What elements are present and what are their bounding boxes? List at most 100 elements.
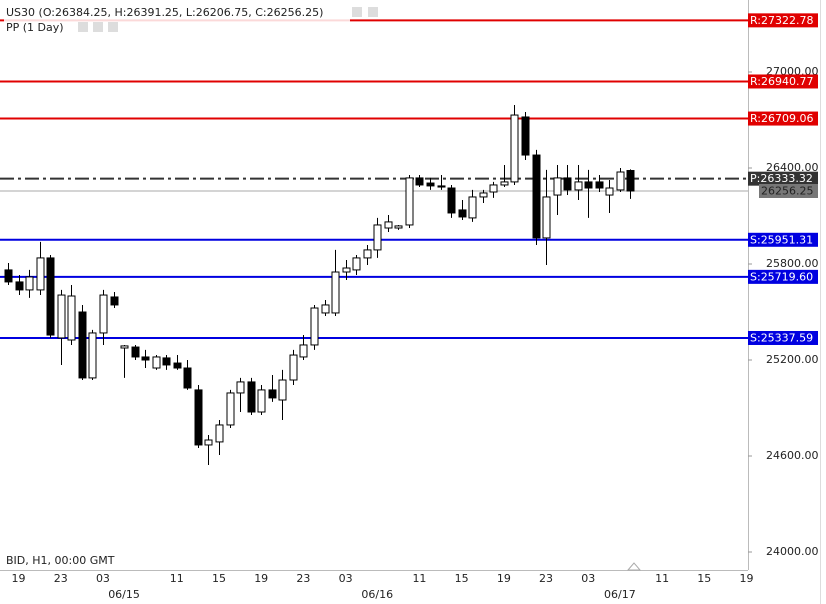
subtitle: PP (1 Day) bbox=[6, 21, 64, 34]
pivot-label: R:27322.78 bbox=[748, 13, 818, 28]
candle-body bbox=[278, 379, 287, 401]
pivot-label-bg bbox=[748, 269, 818, 284]
settings-icon[interactable] bbox=[78, 22, 88, 32]
settings-icon[interactable] bbox=[352, 7, 362, 17]
candle-body bbox=[553, 177, 562, 196]
candle-body bbox=[363, 249, 372, 259]
x-tick-label: 23 bbox=[54, 572, 68, 585]
candle-body bbox=[57, 294, 66, 339]
candle-body bbox=[605, 187, 614, 196]
candle-body bbox=[426, 182, 435, 187]
pivot-label: S:25951.31 bbox=[748, 232, 818, 247]
pivot-label-text: R:27322.78 bbox=[750, 14, 814, 27]
pivot-label-bg bbox=[748, 171, 818, 186]
candle-body bbox=[36, 257, 45, 291]
x-tick-label: 19 bbox=[740, 572, 754, 585]
last-price-label: 26256.25 bbox=[761, 185, 814, 198]
candle-body bbox=[447, 187, 456, 214]
candle-body bbox=[204, 439, 213, 446]
candle-body bbox=[616, 171, 625, 191]
pivot-label: P:26333.32 bbox=[748, 171, 818, 186]
x-tick-label: 03 bbox=[581, 572, 595, 585]
close-icon[interactable] bbox=[108, 22, 118, 32]
x-tick-label: 11 bbox=[412, 572, 426, 585]
candle-body bbox=[141, 356, 150, 361]
candle-body bbox=[25, 276, 34, 291]
candle-body bbox=[46, 257, 55, 336]
candle-body bbox=[468, 196, 477, 219]
candle-body bbox=[215, 424, 224, 443]
last-price-bg bbox=[759, 184, 818, 198]
candle-body bbox=[437, 185, 446, 188]
candle-body bbox=[226, 392, 235, 426]
candle-body bbox=[321, 304, 330, 314]
candle-body bbox=[152, 356, 161, 369]
candle-body bbox=[78, 311, 87, 379]
candle-body bbox=[458, 209, 467, 218]
candle-body bbox=[289, 354, 298, 381]
pivot-label-bg bbox=[748, 330, 818, 345]
pivot-label-text: R:26940.77 bbox=[750, 75, 814, 88]
date-label: 06/17 bbox=[604, 588, 636, 601]
candle-body bbox=[257, 389, 266, 413]
y-tick-label: 24000.00 bbox=[766, 545, 819, 558]
candle-body bbox=[162, 357, 171, 366]
candle-body bbox=[532, 154, 541, 239]
candle-body bbox=[542, 196, 551, 239]
pivot-label: S:25337.59 bbox=[748, 330, 818, 345]
candle-body bbox=[626, 170, 635, 192]
chart-title: US30 (O:26384.25, H:26391.25, L:26206.75… bbox=[6, 6, 323, 19]
pivot-label-bg bbox=[748, 232, 818, 247]
x-tick-label: 11 bbox=[170, 572, 184, 585]
candle-body bbox=[194, 389, 203, 446]
pivot-label-text: S:25337.59 bbox=[750, 331, 813, 344]
pivot-label-text: S:25719.60 bbox=[750, 270, 813, 283]
y-tick-label: 26400.00 bbox=[766, 161, 819, 174]
x-tick-label: 15 bbox=[212, 572, 226, 585]
header-bg bbox=[4, 2, 350, 36]
candle-body bbox=[352, 257, 361, 271]
candle-body bbox=[489, 184, 498, 193]
pivot-label-bg bbox=[748, 111, 818, 126]
x-tick-label: 03 bbox=[339, 572, 353, 585]
candle-body bbox=[247, 381, 256, 413]
candle-body bbox=[563, 177, 572, 191]
candle-body bbox=[99, 294, 108, 334]
x-tick-label: 15 bbox=[455, 572, 469, 585]
candle-body bbox=[595, 181, 604, 189]
candle-body bbox=[415, 177, 424, 186]
pivot-label: S:25719.60 bbox=[748, 269, 818, 284]
candle-body bbox=[331, 271, 340, 314]
candle-body bbox=[120, 345, 129, 349]
candle-body bbox=[584, 181, 593, 189]
footer: BID, H1, 00:00 GMT bbox=[6, 554, 115, 567]
x-tick-label: 11 bbox=[655, 572, 669, 585]
candle-body bbox=[510, 114, 519, 183]
candle-body bbox=[384, 221, 393, 229]
date-label: 06/16 bbox=[361, 588, 393, 601]
pivot-label-bg bbox=[748, 13, 818, 28]
candle-body bbox=[4, 269, 13, 283]
candle-body bbox=[405, 177, 414, 226]
candle-body bbox=[173, 362, 182, 369]
close-icon[interactable] bbox=[368, 7, 378, 17]
scroll-marker[interactable] bbox=[626, 562, 642, 571]
candle-body bbox=[310, 307, 319, 346]
candle-body bbox=[394, 225, 403, 229]
candle-body bbox=[268, 389, 277, 399]
pivot-label: R:26940.77 bbox=[748, 74, 818, 89]
candle-body bbox=[131, 346, 140, 358]
candle-body bbox=[236, 381, 245, 394]
y-tick-label: 25800.00 bbox=[766, 257, 819, 270]
candle-body bbox=[574, 181, 583, 191]
date-label: 06/15 bbox=[108, 588, 140, 601]
pivot-label-bg bbox=[748, 74, 818, 89]
x-tick-label: 19 bbox=[497, 572, 511, 585]
x-tick-label: 19 bbox=[12, 572, 26, 585]
candle-body bbox=[342, 267, 351, 273]
edit-icon[interactable] bbox=[93, 22, 103, 32]
candle-body bbox=[67, 295, 76, 341]
candle-body bbox=[183, 367, 192, 389]
